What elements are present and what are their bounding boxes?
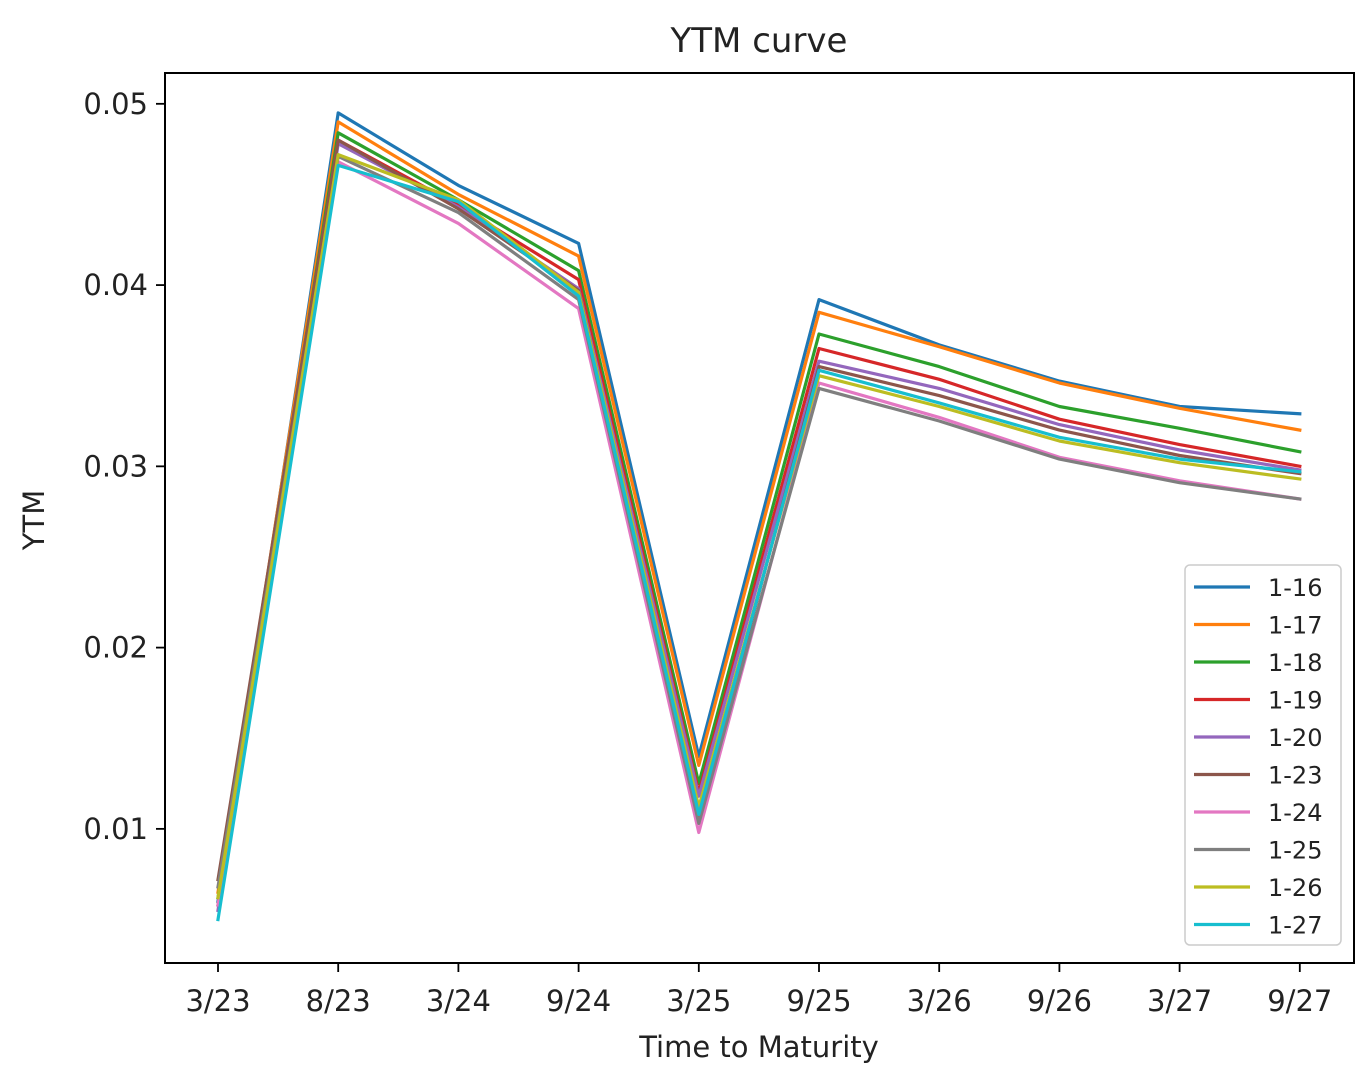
x-axis-label: Time to Maturity <box>638 1030 879 1064</box>
axes-layer: 3/23 8/23 3/24 9/24 3/25 9/25 3/26 9/26 3/27 9/27… <box>83 72 1355 1018</box>
y-tick-label: 0.03 <box>83 449 148 483</box>
x-tick-label: 9/24 <box>546 984 611 1018</box>
legend: 1-16 1-17 1-18 1-19 1-20 1-23 1-24 1-25 1-26 1-27 <box>1184 564 1342 946</box>
legend-label-1-19: 1-19 <box>1268 687 1322 715</box>
series-line-1-16 <box>216 111 1302 904</box>
legend-label-1-27: 1-27 <box>1268 912 1322 940</box>
legend-label-1-25: 1-25 <box>1268 837 1322 865</box>
legend-label-1-18: 1-18 <box>1268 649 1322 677</box>
legend-label-1-16: 1-16 <box>1268 574 1322 602</box>
x-tick-label: 9/26 <box>1027 984 1092 1018</box>
x-tick-label: 3/23 <box>185 984 250 1018</box>
legend-label-1-23: 1-23 <box>1268 762 1322 790</box>
x-tick-label: 3/26 <box>907 984 972 1018</box>
series-line-1-25 <box>216 154 1302 889</box>
x-tick-label: 3/25 <box>666 984 731 1018</box>
legend-label-1-26: 1-26 <box>1268 874 1322 902</box>
series-layer <box>216 111 1302 922</box>
series-line-1-27 <box>216 163 1302 922</box>
x-tick-label: 8/23 <box>306 984 371 1018</box>
y-tick-label: 0.05 <box>83 87 148 121</box>
plot-frame <box>164 72 1355 964</box>
legend-label-1-24: 1-24 <box>1268 799 1322 827</box>
series-line-1-17 <box>216 120 1302 895</box>
x-tick-label: 3/24 <box>426 984 491 1018</box>
series-line-1-18 <box>216 131 1302 900</box>
y-tick-label: 0.04 <box>83 268 148 302</box>
x-tick-label: 9/27 <box>1267 984 1332 1018</box>
legend-label-1-20: 1-20 <box>1268 724 1322 752</box>
x-tick-label: 3/27 <box>1147 984 1212 1018</box>
x-tick-label: 9/25 <box>786 984 851 1018</box>
y-axis-label: YTM <box>17 490 51 551</box>
y-tick-label: 0.01 <box>83 812 148 846</box>
legend-label-1-17: 1-17 <box>1268 612 1322 640</box>
y-tick-label: 0.02 <box>83 631 148 665</box>
series-line-1-23 <box>216 138 1302 882</box>
chart-title: YTM curve <box>670 21 848 61</box>
